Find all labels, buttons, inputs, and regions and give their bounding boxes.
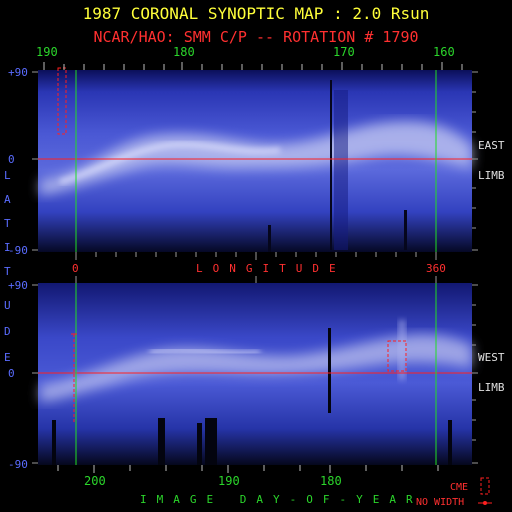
east-limb-label: LIMB xyxy=(478,169,505,182)
longitude-axis-title: LONGITUDE xyxy=(196,262,346,275)
cme-legend-glyph xyxy=(478,477,492,505)
bottom-axis-label-180: 180 xyxy=(320,474,342,488)
top-lat-label-equator: 0 xyxy=(8,153,15,166)
west-label: WEST xyxy=(478,351,505,364)
top-axis-label-170: 170 xyxy=(333,45,355,59)
bottom-lat-label-equator: 0 xyxy=(8,367,15,380)
bottom-lat-label-south: -90 xyxy=(8,458,28,471)
latitude-letter: E xyxy=(4,351,11,364)
no-width-legend-label: NO WIDTH xyxy=(416,497,465,508)
top-lat-label-south: -90 xyxy=(8,244,28,257)
east-label: EAST xyxy=(478,139,505,152)
top-axis-label-180: 180 xyxy=(173,45,195,59)
west-limb-label: LIMB xyxy=(478,381,505,394)
latitude-letter: D xyxy=(4,325,11,338)
longitude-start-label: 0 xyxy=(72,262,79,275)
day-of-year-axis-title: IMAGE DAY-OF-YEAR xyxy=(140,493,423,506)
latitude-letter: L xyxy=(4,169,11,182)
top-lat-label-north: +90 xyxy=(8,66,28,79)
bottom-map xyxy=(32,276,478,473)
latitude-letter: I xyxy=(4,241,11,254)
bottom-axis-label-200: 200 xyxy=(84,474,106,488)
bottom-lat-label-north: +90 xyxy=(8,279,28,292)
bottom-axis-label-190: 190 xyxy=(218,474,240,488)
latitude-letter: A xyxy=(4,193,11,206)
latitude-letter: U xyxy=(4,299,11,312)
top-axis-label-160: 160 xyxy=(433,45,455,59)
latitude-letter: T xyxy=(4,265,11,278)
top-axis-label-190: 190 xyxy=(36,45,58,59)
cme-legend-label: CME xyxy=(450,482,469,493)
longitude-end-label: 360 xyxy=(426,262,446,275)
map-title: 1987 CORONAL SYNOPTIC MAP : 2.0 Rsun xyxy=(82,4,430,23)
map-subtitle: NCAR/HAO: SMM C/P -- ROTATION # 1790 xyxy=(93,28,419,46)
latitude-letter: T xyxy=(4,217,11,230)
top-map xyxy=(32,62,478,260)
